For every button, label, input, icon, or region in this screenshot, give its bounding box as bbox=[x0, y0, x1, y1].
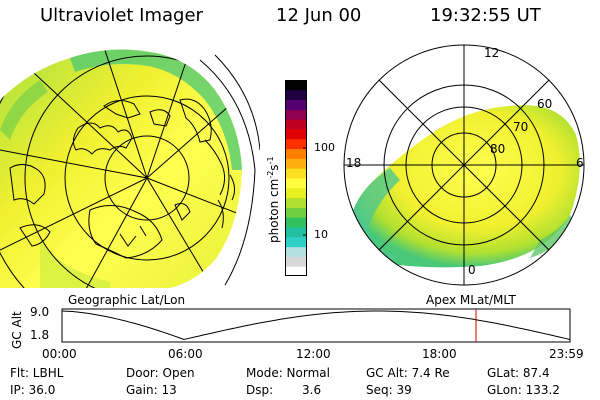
colorbar-stripe bbox=[285, 109, 307, 120]
colorbar-unit-sup2: -1 bbox=[266, 156, 275, 165]
mlat-60-label: 60 bbox=[537, 97, 553, 111]
filter-info: Flt: LBHL bbox=[10, 366, 64, 380]
colorbar-unit-mid: s bbox=[267, 164, 281, 171]
colorbar-stripe bbox=[285, 178, 307, 189]
colorbar-stripe bbox=[285, 266, 307, 276]
gc-alt-info: GC Alt: 7.4 Re bbox=[366, 366, 450, 380]
colorbar-stripe bbox=[285, 187, 307, 199]
apex-grid bbox=[343, 44, 585, 286]
ip-info: IP: 36.0 bbox=[10, 383, 56, 397]
colorbar-stripe bbox=[285, 236, 307, 248]
colorbar-unit-label: photon cm-2s-1 bbox=[266, 156, 281, 243]
gain-info: Gain: 13 bbox=[126, 383, 177, 397]
colorbar-stripe bbox=[285, 256, 307, 267]
glon-info: GLon: 133.2 bbox=[487, 383, 560, 397]
door-info: Door: Open bbox=[126, 366, 195, 380]
timeline-xtick-2359: 23:59 bbox=[549, 347, 584, 361]
seq-info: Seq: 39 bbox=[366, 383, 412, 397]
timeline-xtick-0600: 06:00 bbox=[168, 347, 203, 361]
mlat-80-label: 80 bbox=[490, 142, 506, 156]
colorbar bbox=[285, 80, 307, 276]
geographic-map bbox=[0, 49, 260, 288]
colorbar-unit-sup1: -2 bbox=[266, 170, 275, 179]
colorbar-stripe bbox=[285, 197, 307, 208]
glat-info: GLat: 87.4 bbox=[487, 366, 550, 380]
date-label: 12 Jun 00 bbox=[276, 5, 362, 26]
dsp-label: Dsp: bbox=[246, 383, 274, 397]
time-label: 19:32:55 UT bbox=[430, 5, 541, 26]
colorbar-stripe bbox=[285, 246, 307, 257]
colorbar-stripe bbox=[285, 148, 307, 159]
mlt-12-label: 12 bbox=[484, 46, 500, 60]
colorbar-stripe bbox=[285, 227, 307, 238]
timeline-xtick-0000: 00:00 bbox=[42, 347, 77, 361]
altitude-curve bbox=[61, 310, 571, 341]
colorbar-stripe bbox=[285, 158, 307, 169]
dsp-value: 3.6 bbox=[302, 383, 322, 397]
apex-caption: Apex MLat/MLT bbox=[426, 293, 516, 307]
colorbar-stripe bbox=[285, 207, 307, 218]
colorbar-tick-10: 10 bbox=[314, 228, 328, 241]
colorbar-stripe bbox=[285, 129, 307, 140]
instrument-title: Ultraviolet Imager bbox=[40, 5, 203, 26]
geographic-caption: Geographic Lat/Lon bbox=[68, 293, 186, 307]
mlt-18-label: 18 bbox=[346, 156, 362, 170]
geo-frame-arcs bbox=[199, 54, 260, 286]
timeline-ytick-top: 9.0 bbox=[30, 305, 50, 319]
colorbar-stripe bbox=[285, 138, 307, 150]
mlt-0-label: 0 bbox=[468, 263, 476, 277]
timeline-xtick-1800: 18:00 bbox=[422, 347, 457, 361]
colorbar-stripe bbox=[285, 89, 307, 101]
apex-mlat-mlt-map bbox=[343, 44, 585, 286]
colorbar-tick-100: 100 bbox=[314, 141, 335, 154]
colorbar-stripe bbox=[285, 80, 307, 91]
timeline-frame bbox=[61, 308, 571, 343]
colorbar-stripe bbox=[285, 168, 307, 179]
mlat-70-label: 70 bbox=[513, 120, 529, 134]
mlt-6-label: 6 bbox=[576, 156, 584, 170]
geo-emission-region bbox=[0, 49, 242, 288]
geo-coastlines bbox=[9, 98, 236, 259]
mode-info: Mode: Normal bbox=[246, 366, 330, 380]
timeline-ytick-bottom: 1.8 bbox=[30, 328, 50, 342]
colorbar-stripe bbox=[285, 99, 307, 110]
colorbar-stripe bbox=[285, 119, 307, 130]
colorbar-stripe bbox=[285, 217, 307, 228]
apex-emission-region bbox=[350, 105, 580, 268]
colorbar-unit-main: photon cm bbox=[267, 178, 281, 243]
timeline-ylabel: GC Alt bbox=[10, 311, 24, 349]
timeline-xtick-1200: 12:00 bbox=[296, 347, 331, 361]
